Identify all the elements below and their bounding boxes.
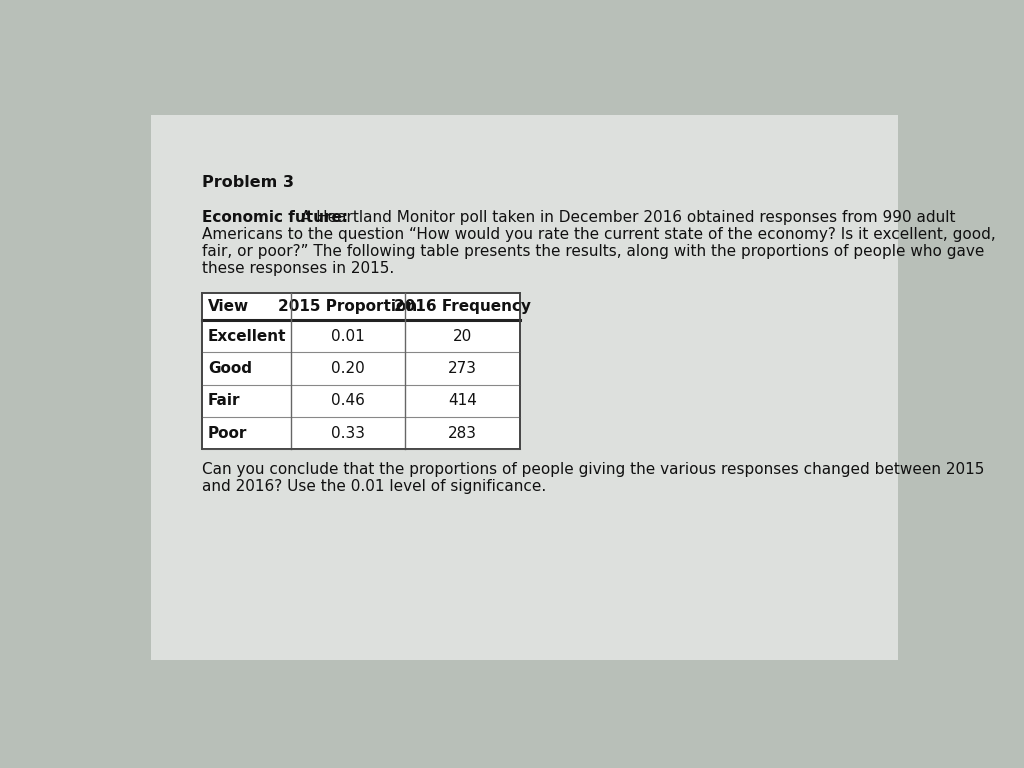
Text: these responses in 2015.: these responses in 2015. (202, 261, 394, 276)
Text: 20: 20 (454, 329, 472, 344)
Text: fair, or poor?” The following table presents the results, along with the proport: fair, or poor?” The following table pres… (202, 244, 984, 259)
Text: Good: Good (208, 361, 252, 376)
Text: and 2016? Use the 0.01 level of significance.: and 2016? Use the 0.01 level of signific… (202, 478, 546, 494)
Text: Americans to the question “How would you rate the current state of the economy? : Americans to the question “How would you… (202, 227, 995, 242)
Text: 414: 414 (449, 393, 477, 409)
Text: 0.46: 0.46 (331, 393, 365, 409)
Text: Excellent: Excellent (208, 329, 287, 344)
Text: Poor: Poor (208, 425, 247, 441)
Text: 0.20: 0.20 (331, 361, 365, 376)
Text: A Heartland Monitor poll taken in December 2016 obtained responses from 990 adul: A Heartland Monitor poll taken in Decemb… (296, 210, 955, 225)
Text: Problem 3: Problem 3 (202, 175, 294, 190)
Text: Can you conclude that the proportions of people giving the various responses cha: Can you conclude that the proportions of… (202, 462, 984, 477)
Text: Fair: Fair (208, 393, 241, 409)
Text: 0.01: 0.01 (331, 329, 365, 344)
Text: 283: 283 (449, 425, 477, 441)
Text: 2016 Frequency: 2016 Frequency (394, 299, 531, 314)
Text: 0.33: 0.33 (331, 425, 366, 441)
Text: 2015 Proportion: 2015 Proportion (279, 299, 418, 314)
Text: View: View (208, 299, 249, 314)
Text: Economic future:: Economic future: (202, 210, 348, 225)
Text: 273: 273 (449, 361, 477, 376)
Bar (202, 293, 520, 449)
